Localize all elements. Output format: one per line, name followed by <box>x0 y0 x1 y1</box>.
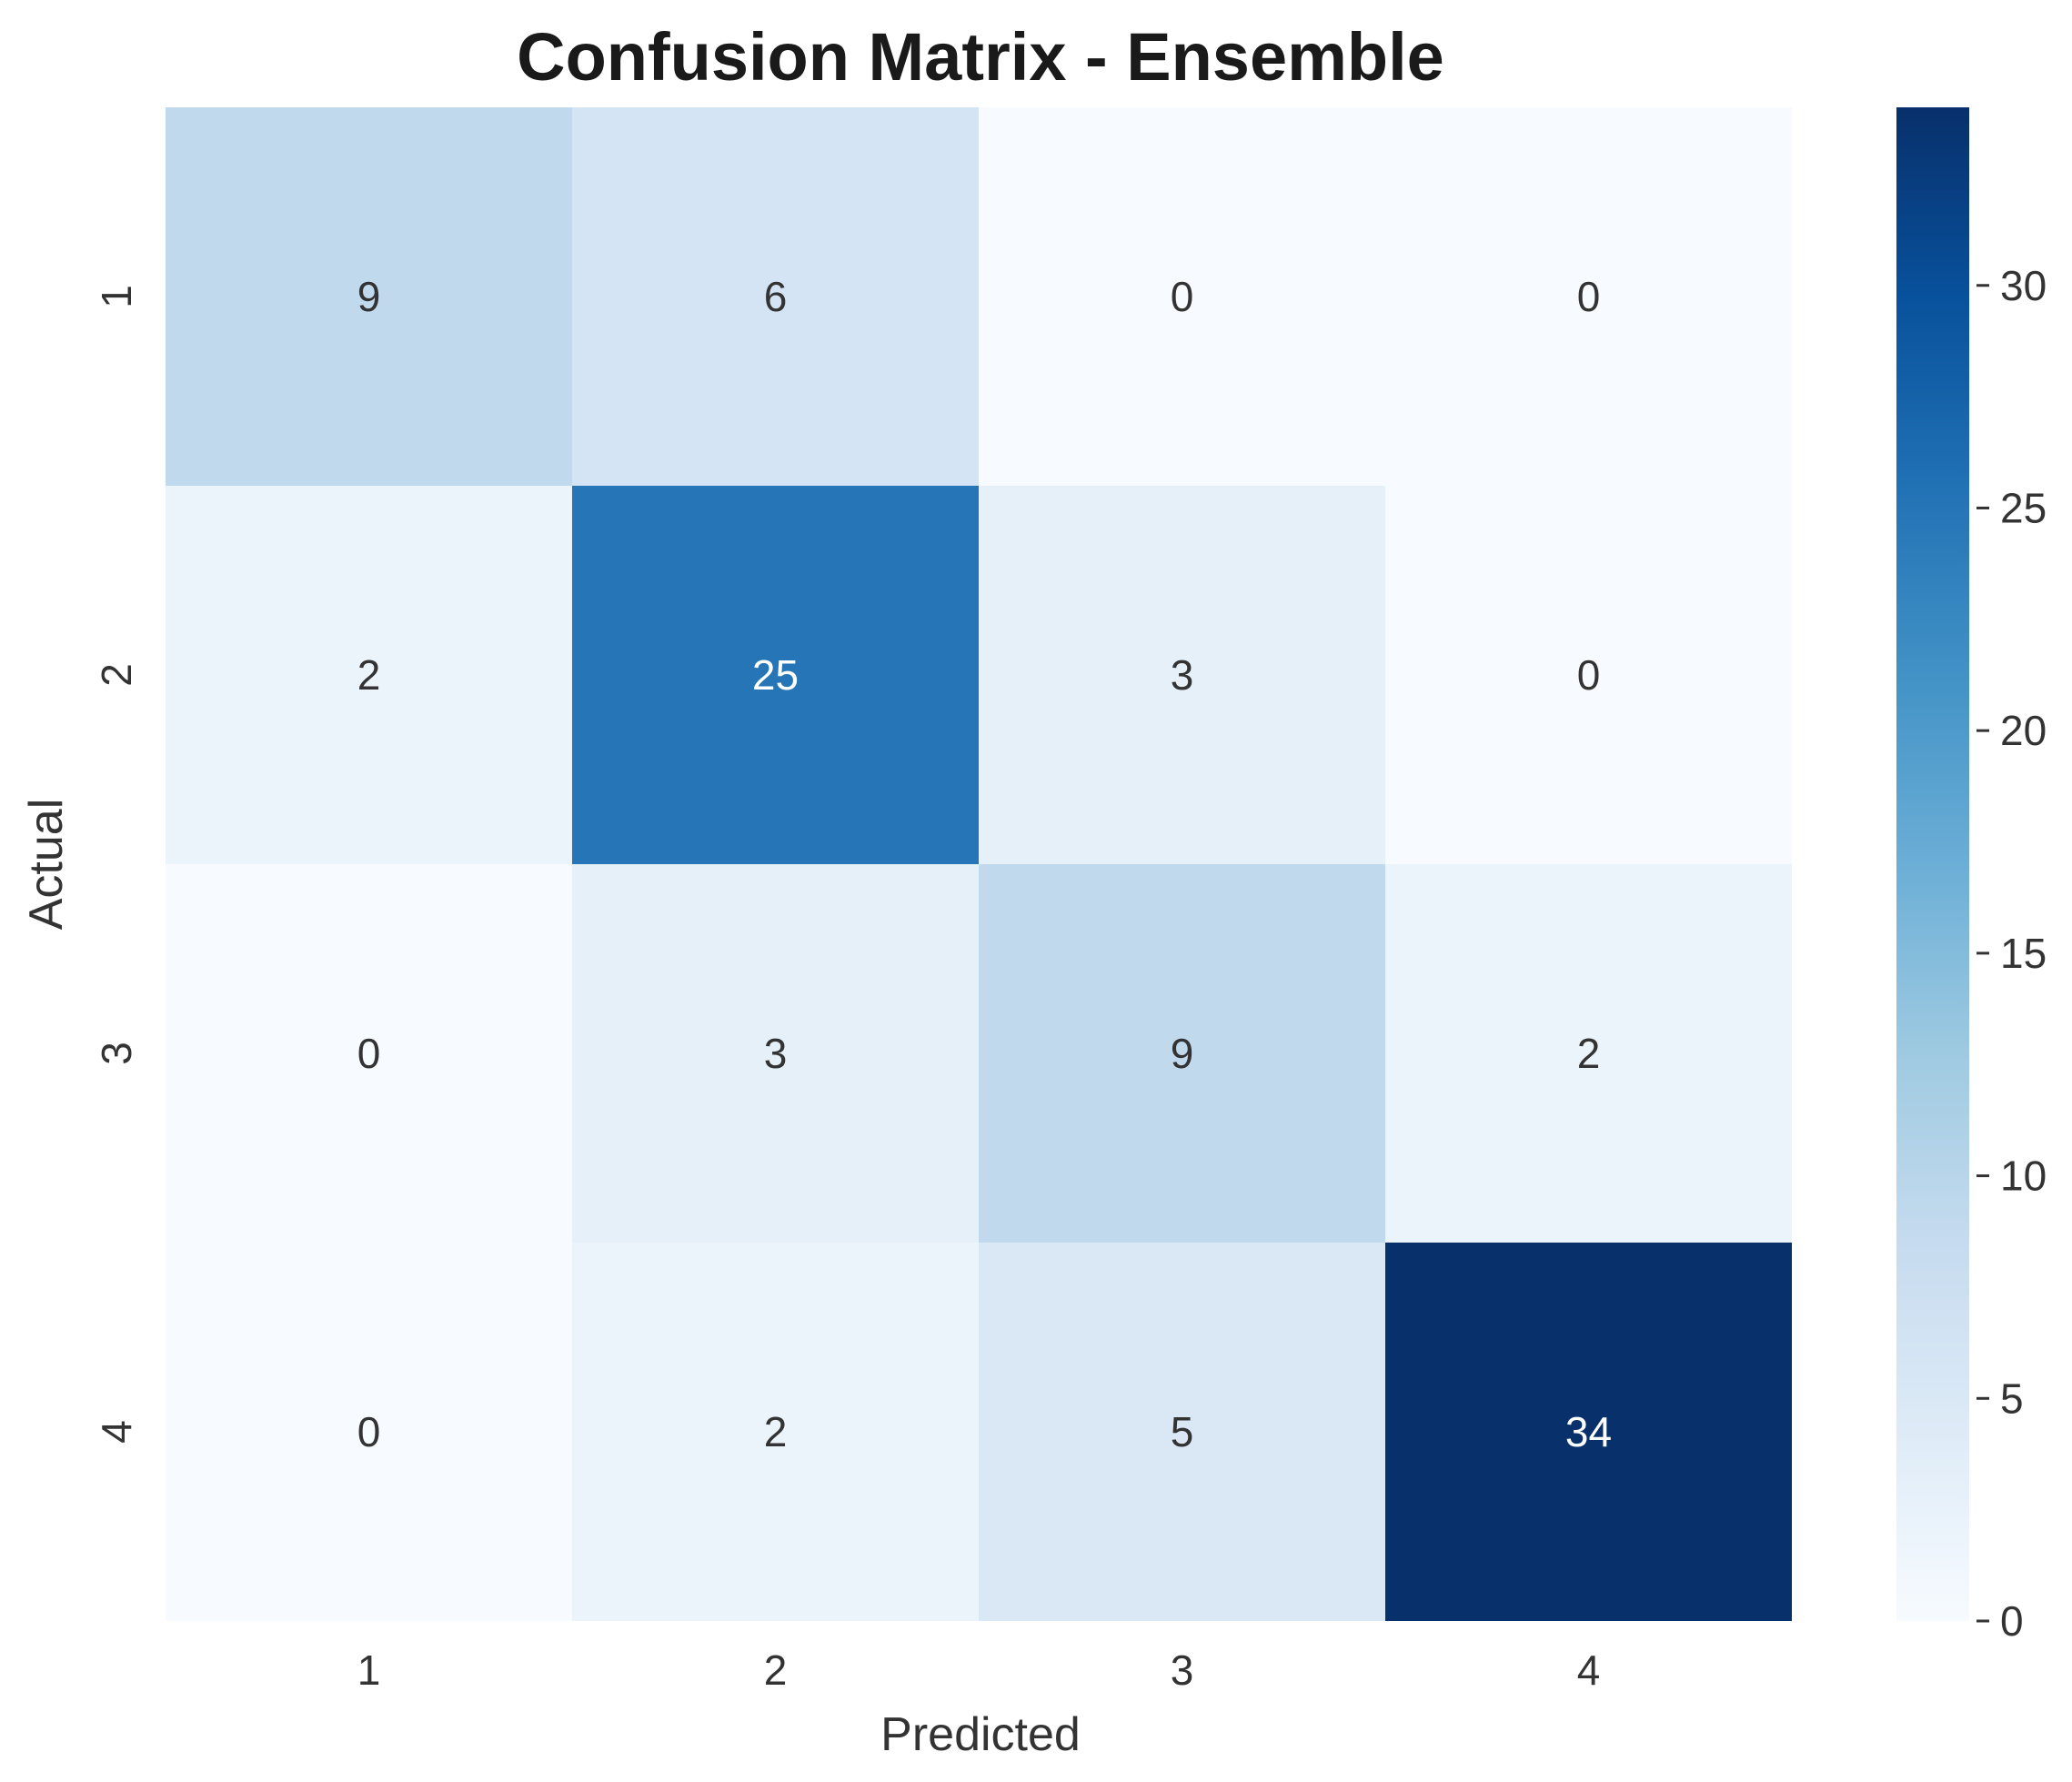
heatmap-cell <box>979 107 1385 486</box>
cell-value-label: 2 <box>764 1408 788 1455</box>
x-tick-label: 4 <box>1577 1646 1601 1694</box>
heatmap-cell <box>572 1243 979 1621</box>
y-axis-label: Actual <box>20 799 73 931</box>
y-tick-labels: 1 2 3 4 <box>93 285 140 1444</box>
chart-title: Confusion Matrix - Ensemble <box>517 19 1444 95</box>
cell-value-label: 0 <box>1171 273 1194 320</box>
cell-value-label: 2 <box>1577 1030 1601 1077</box>
cell-value-label: 3 <box>764 1030 788 1077</box>
cell-value-label: 9 <box>1171 1030 1194 1077</box>
x-tick-label: 2 <box>764 1646 788 1694</box>
colorbar-gradient <box>1896 107 1969 1621</box>
heatmap-cell <box>166 1243 572 1621</box>
colorbar-tick-label: 15 <box>2000 930 2047 977</box>
x-axis-label: Predicted <box>880 1708 1081 1761</box>
heatmap-cell <box>1385 864 1792 1243</box>
heatmap-cell <box>572 107 979 486</box>
heatmap-cell <box>166 107 572 486</box>
colorbar-tick-label: 25 <box>2000 484 2047 531</box>
y-tick-label: 3 <box>93 1042 140 1065</box>
cell-value-label: 25 <box>752 651 799 699</box>
heatmap-cell <box>979 1243 1385 1621</box>
cell-value-label: 34 <box>1565 1408 1612 1455</box>
cell-value-label: 0 <box>357 1408 381 1455</box>
heatmap-cell <box>572 864 979 1243</box>
heatmap-cell <box>166 486 572 864</box>
colorbar-tick-label: 20 <box>2000 707 2047 754</box>
x-tick-labels: 1 2 3 4 <box>357 1646 1601 1694</box>
cell-value-label: 0 <box>357 1030 381 1077</box>
colorbar-tick-label: 0 <box>2000 1597 2024 1645</box>
heatmap-cell <box>1385 107 1792 486</box>
cell-value-label: 0 <box>1577 651 1601 699</box>
cell-value-label: 9 <box>357 273 381 320</box>
colorbar: 0 5 10 15 20 25 30 <box>1896 107 2047 1645</box>
x-tick-label: 1 <box>357 1646 381 1694</box>
heatmap-cell <box>572 486 979 864</box>
heatmap-cell <box>979 864 1385 1243</box>
heatmap-cell <box>979 486 1385 864</box>
colorbar-tick-label: 10 <box>2000 1153 2047 1200</box>
heatmap-cell <box>166 864 572 1243</box>
cell-value-label: 3 <box>1171 651 1194 699</box>
colorbar-tick-label: 30 <box>2000 262 2047 309</box>
cell-value-label: 0 <box>1577 273 1601 320</box>
cell-value-label: 2 <box>357 651 381 699</box>
y-tick-label: 2 <box>93 663 140 687</box>
colorbar-ticks: 0 5 10 15 20 25 30 <box>1976 262 2047 1645</box>
x-tick-label: 3 <box>1171 1646 1194 1694</box>
y-tick-label: 4 <box>93 1420 140 1444</box>
cell-value-label: 5 <box>1171 1408 1194 1455</box>
heatmap-cell <box>1385 486 1792 864</box>
colorbar-tick-label: 5 <box>2000 1374 2024 1422</box>
y-tick-label: 1 <box>93 285 140 308</box>
cell-value-label: 6 <box>764 273 788 320</box>
heatmap-cells: 9 6 0 02 25 3 00 3 9 20 2 5 34 <box>166 107 1792 1621</box>
heatmap-cell <box>1385 1243 1792 1621</box>
